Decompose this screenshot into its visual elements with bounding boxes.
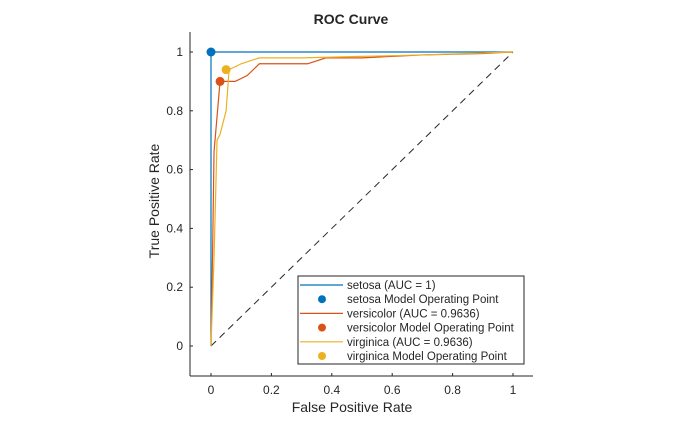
legend-marker-swatch [318,352,326,360]
chance-diagonal-line [210,51,514,347]
y-tick-label: 0 [176,339,183,353]
y-tick-label: 1 [176,45,183,59]
x-ticks: 0 0.2 0.4 0.6 0.8 1 [208,373,517,397]
legend-entry-label: virginica Model Operating Point [347,351,508,363]
roc-line-versicolor [210,51,514,347]
x-tick-label: 0.2 [263,383,280,397]
chart-title: ROC Curve [314,11,389,27]
y-tick-label: 0.6 [166,163,183,177]
legend-entry-label: setosa (AUC = 1) [347,280,436,292]
x-tick-label: 0.4 [323,383,340,397]
legend-marker-swatch [318,295,326,304]
y-tick-label: 0.8 [166,104,183,118]
legend-marker-swatch [318,323,326,332]
x-tick-label: 0.6 [384,383,401,397]
legend-box [297,275,525,365]
x-tick-label: 0 [208,383,215,397]
legend-entry-label: setosa Model Operating Point [347,294,499,306]
operating-point-setosa [206,47,216,57]
y-tick-label: 0.4 [166,221,183,235]
operating-point-virginica [221,65,231,75]
x-tick-label: 0.8 [444,383,461,397]
legend-entry-label: versicolor (AUC = 0.9636) [347,308,480,320]
x-tick-label: 1 [510,383,517,397]
y-axis-label: True Positive Rate [146,143,162,258]
x-axis-label: False Positive Rate [292,399,413,415]
roc-line-virginica [210,51,514,347]
operating-point-versicolor [215,76,225,86]
legend-entry-label: versicolor Model Operating Point [347,323,515,335]
legend-entry-label: virginica (AUC = 0.9636) [347,337,473,349]
y-ticks: 0 0.2 0.4 0.6 0.8 1 [166,45,193,353]
legend: setosa (AUC = 1) setosa Model Operating P… [297,275,525,365]
y-tick-label: 0.2 [166,280,183,294]
plot-area [206,47,514,347]
